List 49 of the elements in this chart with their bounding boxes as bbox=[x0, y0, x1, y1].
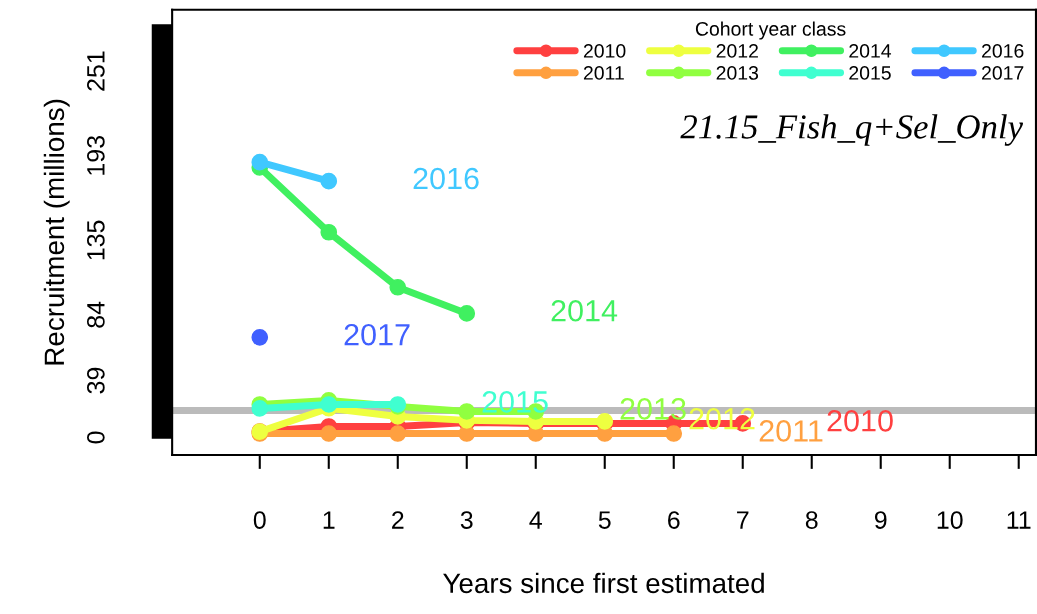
legend-label: 2013 bbox=[716, 66, 759, 80]
legend-title: Cohort year class bbox=[695, 21, 846, 40]
annotation: 21.15_Fish_q+Sel_Only bbox=[680, 114, 1024, 146]
legend-label: 2014 bbox=[849, 44, 892, 58]
y-tick-label: 193 bbox=[87, 136, 105, 175]
text: 2011 bbox=[759, 420, 823, 442]
x-tick-label: 8 bbox=[805, 511, 818, 529]
legend-label: 2017 bbox=[982, 66, 1024, 80]
x-tick-label: 3 bbox=[460, 511, 473, 529]
point bbox=[458, 305, 476, 322]
text: 2016 bbox=[413, 167, 479, 190]
x-tick-label: 7 bbox=[737, 511, 749, 529]
point bbox=[320, 172, 338, 190]
text: 2015 bbox=[482, 391, 548, 413]
x-axis-title: Years since first estimated bbox=[443, 572, 764, 594]
y-tick-label: 251 bbox=[87, 51, 105, 91]
y-tick-label: 135 bbox=[87, 220, 105, 260]
x-tick-label: 11 bbox=[1007, 511, 1031, 529]
x-tick-label: 6 bbox=[668, 511, 680, 529]
text: 2012 bbox=[689, 407, 755, 430]
point bbox=[320, 223, 338, 241]
text: 2010 bbox=[827, 410, 893, 432]
point bbox=[251, 153, 269, 171]
y-tick-label: 84 bbox=[87, 301, 105, 328]
point bbox=[251, 329, 269, 346]
y-tick-label: 39 bbox=[87, 367, 105, 394]
legend-label: 2011 bbox=[583, 66, 624, 80]
y-tick-label: 0 bbox=[87, 431, 105, 444]
x-tick-label: 1 bbox=[323, 511, 335, 529]
text: 2017 bbox=[344, 323, 410, 346]
legend-label: 2010 bbox=[583, 44, 626, 58]
y-axis-title: Recruitment (millions) bbox=[43, 99, 70, 365]
x-tick-label: 4 bbox=[529, 511, 542, 529]
point bbox=[389, 278, 407, 296]
point bbox=[320, 425, 338, 442]
point bbox=[458, 403, 476, 420]
point bbox=[320, 396, 338, 413]
x-tick-label: 0 bbox=[253, 511, 266, 529]
x-tick-label: 10 bbox=[937, 511, 963, 529]
x-tick-label: 5 bbox=[598, 511, 611, 529]
legend-label: 2012 bbox=[716, 44, 758, 58]
legend-label: 2015 bbox=[849, 66, 891, 80]
legend-label: 2016 bbox=[982, 44, 1024, 58]
point bbox=[251, 400, 269, 417]
text: 2014 bbox=[551, 299, 618, 322]
x-tick-label: 2 bbox=[392, 511, 404, 529]
point bbox=[389, 425, 407, 442]
x-tick-label: 9 bbox=[874, 511, 887, 529]
point bbox=[665, 425, 683, 442]
